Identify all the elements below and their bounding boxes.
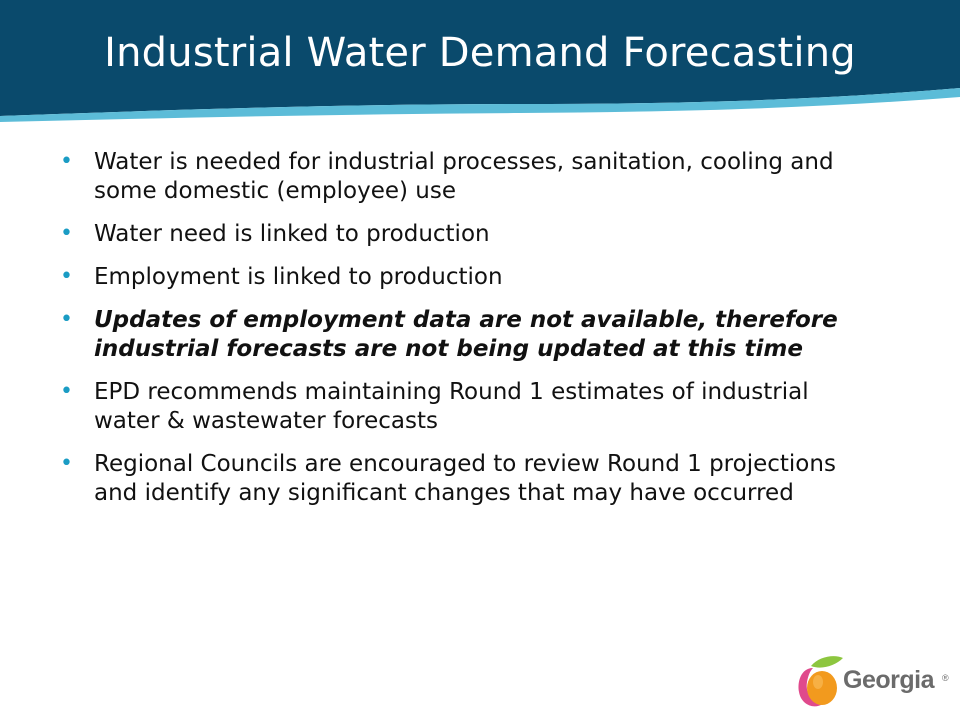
bullet-text: Water is needed for industrial processes… xyxy=(94,149,834,204)
bullet-item-emphasized: • Updates of employment data are not avai… xyxy=(60,306,880,364)
slide-header: Industrial Water Demand Forecasting xyxy=(0,0,960,122)
bullet-item: • Regional Councils are encouraged to rev… xyxy=(60,450,880,508)
bullet-dot-icon: • xyxy=(60,307,73,332)
bullet-text: Regional Councils are encouraged to revi… xyxy=(94,451,836,506)
bullet-item: • Employment is linked to production xyxy=(60,263,880,292)
bullet-text: Updates of employment data are not avail… xyxy=(94,307,838,362)
bullet-text: EPD recommends maintaining Round 1 estim… xyxy=(94,379,809,434)
header-wave-background xyxy=(0,0,960,122)
slide-title: Industrial Water Demand Forecasting xyxy=(104,30,856,76)
bullet-item: • EPD recommends maintaining Round 1 esti… xyxy=(60,378,880,436)
bullet-dot-icon: • xyxy=(60,379,73,404)
bullet-dot-icon: • xyxy=(60,264,73,289)
bullet-item: • Water need is linked to production xyxy=(60,220,880,249)
bullet-item: • Water is needed for industrial processe… xyxy=(60,148,880,206)
bullet-list: • Water is needed for industrial processe… xyxy=(60,148,880,522)
registered-mark: ® xyxy=(942,673,949,683)
logo-wordmark: Georgia xyxy=(843,666,934,694)
bullet-dot-icon: • xyxy=(60,221,73,246)
bullet-text: Water need is linked to production xyxy=(94,221,490,247)
peach-icon xyxy=(798,656,843,707)
georgia-logo: Georgia ® xyxy=(795,652,955,712)
bullet-dot-icon: • xyxy=(60,149,73,174)
bullet-text: Employment is linked to production xyxy=(94,264,503,290)
bullet-dot-icon: • xyxy=(60,451,73,476)
